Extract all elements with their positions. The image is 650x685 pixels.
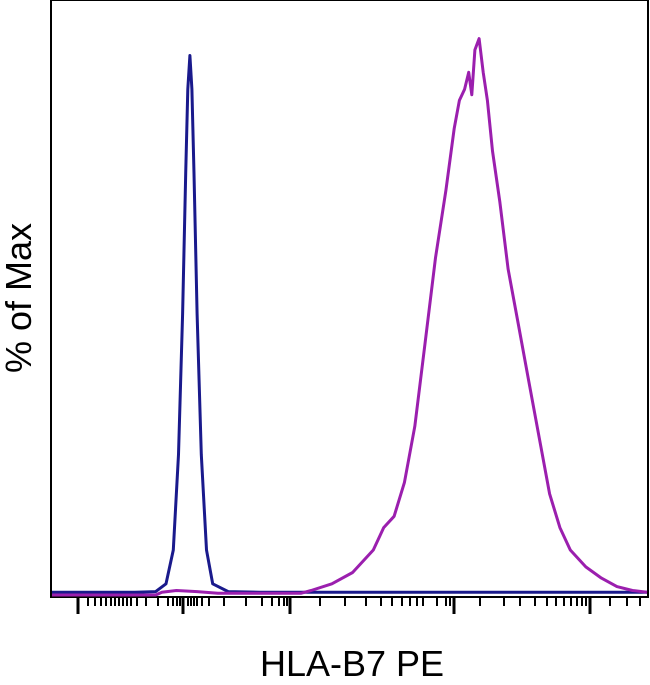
- series-line-2: [52, 37, 648, 597]
- x-axis-label: HLA-B7 PE: [260, 643, 444, 684]
- y-axis-label: % of Max: [0, 223, 39, 373]
- series-layer: [52, 37, 648, 597]
- x-axis-ticks: [76, 598, 641, 614]
- series-line-1: [52, 54, 647, 594]
- plot-area-frame: [50, 0, 649, 598]
